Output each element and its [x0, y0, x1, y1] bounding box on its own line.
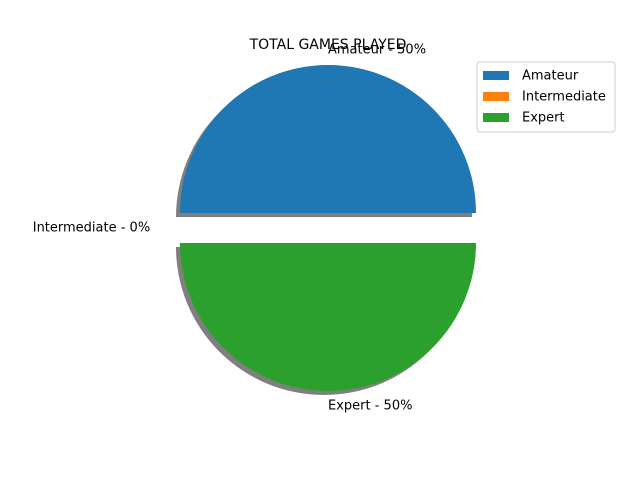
slice-amateur	[180, 65, 476, 213]
slice-label-amateur: Amateur - 50%	[328, 43, 426, 58]
slice-expert	[180, 243, 476, 391]
legend-items: Amateur Intermediate Expert	[483, 69, 606, 126]
legend: Amateur Intermediate Expert	[476, 61, 616, 133]
pie-slices	[180, 65, 476, 391]
legend-swatch-intermediate	[483, 92, 509, 101]
slice-labels: Amateur - 50% Intermediate - 0% Expert - 5…	[33, 43, 426, 414]
legend-label-expert: Expert	[522, 111, 565, 126]
legend-swatch-amateur	[483, 71, 509, 80]
chart-title: TOTAL GAMES PLAYED	[249, 37, 407, 53]
legend-label-intermediate: Intermediate	[522, 90, 606, 105]
slice-label-intermediate: Intermediate - 0%	[33, 221, 150, 236]
slice-label-expert: Expert - 50%	[328, 398, 412, 413]
legend-swatch-expert	[483, 113, 509, 122]
legend-frame	[476, 61, 616, 133]
legend-label-amateur: Amateur	[522, 69, 579, 84]
